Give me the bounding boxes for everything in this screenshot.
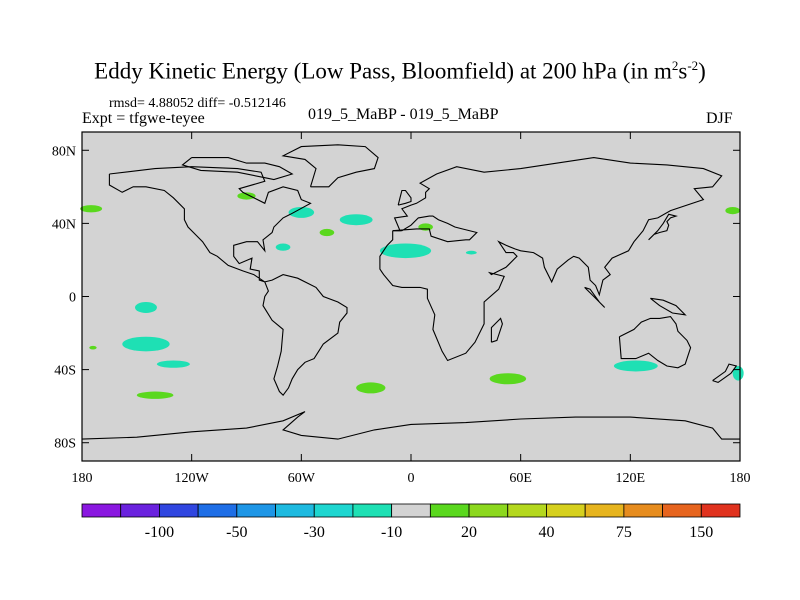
anomaly-blob bbox=[80, 205, 103, 213]
colorbar-swatch bbox=[468, 503, 509, 518]
y-tick-label: 40N bbox=[52, 217, 76, 232]
colorbar-label: 150 bbox=[689, 524, 713, 541]
stats-label: rmsd= 4.88052 diff= -0.512146 bbox=[109, 96, 286, 111]
colorbar-swatch bbox=[700, 503, 741, 518]
colorbar-label: -100 bbox=[145, 524, 174, 541]
anomaly-blob bbox=[136, 391, 174, 399]
x-tick-label: 60E bbox=[509, 471, 532, 486]
coastline bbox=[392, 215, 478, 243]
colorbar-swatch bbox=[120, 503, 160, 518]
colorbar-swatch bbox=[352, 503, 393, 518]
anomaly-blob bbox=[319, 228, 335, 237]
anomaly-blob bbox=[288, 206, 315, 218]
colorbar-swatch bbox=[584, 503, 625, 518]
x-tick-label: 180 bbox=[72, 471, 93, 486]
colorbar-label: -30 bbox=[304, 524, 325, 541]
anomaly-blob bbox=[135, 301, 157, 313]
coastline bbox=[712, 363, 738, 384]
anomaly-blob bbox=[379, 243, 432, 259]
coastline bbox=[397, 189, 412, 206]
coastline bbox=[108, 166, 312, 283]
x-tick-label: 0 bbox=[408, 471, 415, 486]
colorbar-swatch bbox=[546, 503, 586, 518]
coastline bbox=[379, 157, 723, 362]
x-tick-label: 60W bbox=[288, 471, 316, 486]
colorbar-swatch bbox=[197, 503, 238, 518]
y-tick-label: 80S bbox=[54, 437, 76, 452]
colorbar-label: 75 bbox=[616, 524, 632, 541]
experiment-label: Expt = tfgwe-teyee bbox=[82, 110, 205, 127]
coastline bbox=[181, 157, 294, 181]
season-label: DJF bbox=[706, 110, 733, 127]
chart-title: Eddy Kinetic Energy (Low Pass, Bloomfiel… bbox=[94, 58, 706, 84]
anomaly-layer bbox=[80, 192, 744, 399]
coastline bbox=[281, 144, 379, 188]
colorbar-swatch bbox=[159, 503, 199, 518]
x-tick-label: 120W bbox=[175, 471, 210, 486]
anomaly-blob bbox=[275, 243, 291, 251]
coastline-layer bbox=[81, 144, 740, 440]
anomaly-blob bbox=[489, 373, 527, 385]
anomaly-blob bbox=[156, 360, 190, 368]
y-tick-label: 40S bbox=[54, 364, 76, 379]
coastline bbox=[618, 316, 692, 369]
anomaly-blob bbox=[356, 382, 386, 394]
colorbar-swatch bbox=[391, 503, 431, 518]
colorbar-swatch bbox=[507, 503, 547, 518]
anomaly-blob bbox=[122, 336, 170, 352]
colorbar-swatch bbox=[313, 503, 354, 518]
x-tick-label: 180 bbox=[730, 471, 751, 486]
colorbar-swatch bbox=[429, 503, 470, 518]
colorbar-label: -50 bbox=[226, 524, 247, 541]
colorbar: -100 -50 -30 -10 20 40 75 150 bbox=[81, 503, 741, 541]
anomaly-blob bbox=[89, 345, 97, 350]
y-tick-label: 80N bbox=[52, 144, 76, 159]
anomaly-blob bbox=[418, 223, 433, 231]
x-tick-label: 120E bbox=[616, 471, 646, 486]
colorbar-swatch bbox=[81, 503, 122, 518]
colorbar-label: 20 bbox=[461, 524, 477, 541]
map-background bbox=[82, 132, 740, 461]
anomaly-blob bbox=[725, 206, 740, 215]
anomaly-blob bbox=[465, 250, 477, 255]
anomaly-blob bbox=[613, 360, 658, 372]
y-tick-label: 0 bbox=[69, 291, 76, 306]
colorbar-swatch bbox=[623, 503, 663, 518]
coastline bbox=[648, 213, 678, 241]
colorbar-swatch bbox=[236, 503, 276, 518]
colorbar-swatch bbox=[275, 503, 315, 518]
anomaly-blob bbox=[339, 214, 373, 226]
coastline bbox=[650, 297, 687, 316]
colorbar-label: 40 bbox=[538, 524, 554, 541]
anomaly-blob bbox=[237, 192, 256, 200]
colorbar-label: -10 bbox=[381, 524, 402, 541]
coastline bbox=[81, 411, 740, 440]
coastline bbox=[262, 274, 348, 397]
colorbar-swatch bbox=[662, 503, 702, 518]
axis-ticks: 180 120W 60W 0 60E 120E 180 80N 40N 0 40S 80S bbox=[52, 132, 751, 486]
coastline bbox=[584, 286, 606, 308]
case-label: 019_5_MaBP - 019_5_MaBP bbox=[308, 106, 499, 123]
coastline bbox=[490, 317, 503, 343]
